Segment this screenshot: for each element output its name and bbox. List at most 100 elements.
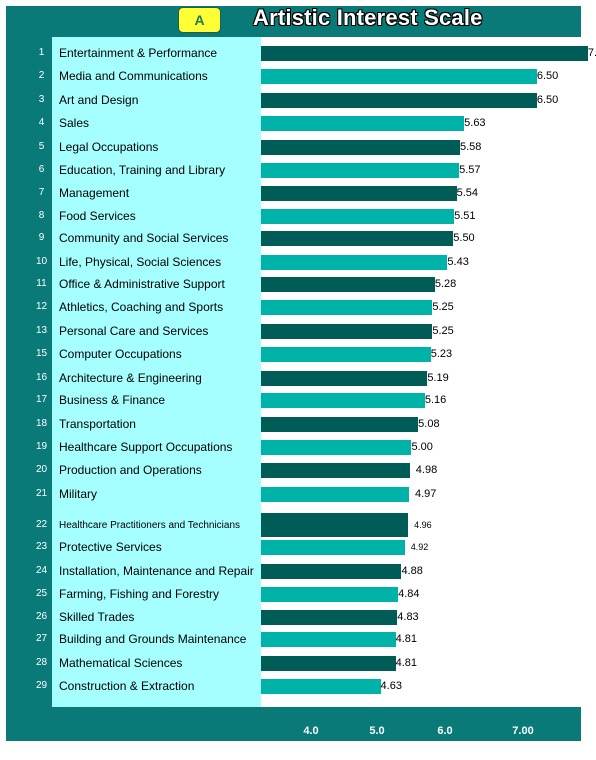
bar	[261, 139, 460, 155]
data-label: 6.50	[536, 94, 559, 106]
row-number: 4	[38, 117, 45, 128]
row-number: 19	[35, 441, 48, 452]
bar	[261, 513, 409, 537]
row-number: 13	[35, 325, 48, 336]
bar	[261, 185, 457, 201]
category-label: Computer Occupations	[59, 347, 182, 361]
category-label: Community and Social Services	[59, 231, 229, 245]
bar	[261, 230, 454, 246]
data-label: 7.11	[587, 47, 596, 59]
data-label: 4.88	[401, 565, 423, 577]
data-label: 4.97	[414, 488, 437, 500]
bar	[261, 254, 448, 270]
row-number: 28	[35, 657, 48, 668]
data-label: 5.16	[424, 394, 447, 406]
category-label: Art and Design	[59, 93, 139, 107]
category-label: Athletics, Coaching and Sports	[59, 300, 224, 314]
category-label: Entertainment & Performance	[59, 46, 218, 60]
row-number: 25	[35, 588, 48, 599]
data-label: 5.63	[464, 117, 486, 129]
bar	[261, 162, 460, 178]
bar	[261, 609, 398, 625]
row-number: 27	[35, 633, 48, 644]
data-label: 4.84	[398, 588, 420, 600]
bar	[261, 586, 399, 602]
data-label: 5.50	[453, 232, 475, 244]
category-label: Food Services	[59, 209, 136, 223]
category-label: Building and Grounds Maintenance	[59, 632, 247, 646]
data-label: 4.63	[380, 680, 402, 692]
row-number: 9	[38, 232, 45, 243]
row-number: 29	[35, 680, 48, 691]
bar	[261, 45, 588, 61]
row-number: 20	[35, 464, 48, 475]
row-number: 17	[35, 394, 48, 405]
data-label: 5.28	[434, 278, 457, 290]
category-label: Office & Administrative Support	[59, 277, 225, 291]
bar	[261, 416, 419, 432]
category-label: Legal Occupations	[59, 140, 159, 154]
bar	[261, 678, 381, 694]
bar	[261, 439, 412, 455]
category-label: Transportation	[59, 417, 136, 431]
bar	[261, 655, 396, 671]
category-label: Sales	[59, 116, 90, 130]
x-tick-label: 7.00	[512, 725, 534, 737]
data-label: 5.57	[459, 164, 481, 176]
category-label: Mathematical Sciences	[59, 656, 183, 670]
category-label: Construction & Extraction	[59, 679, 195, 693]
row-number: 7	[38, 187, 45, 198]
bar	[261, 486, 409, 502]
x-tick-label: 5.0	[369, 725, 385, 737]
row-number: 1	[38, 47, 45, 58]
chart-title: Artistic Interest Scale	[253, 5, 483, 30]
row-number: 8	[38, 210, 45, 221]
row-number: 18	[35, 418, 48, 429]
category-label: Personal Care and Services	[59, 324, 209, 338]
row-number: 12	[35, 301, 48, 312]
row-number: 3	[38, 94, 45, 105]
bar	[261, 68, 537, 84]
bar	[261, 462, 410, 478]
data-label: 6.50	[536, 70, 559, 82]
data-label: 4.83	[397, 611, 419, 623]
category-label: Healthcare Practitioners and Technicians	[59, 520, 241, 531]
data-label: 5.25	[432, 301, 454, 313]
data-label: 5.58	[459, 141, 482, 153]
data-label: 5.00	[411, 441, 433, 453]
row-number: 6	[38, 164, 45, 175]
row-number: 21	[35, 488, 48, 499]
data-label: 4.81	[395, 633, 418, 645]
category-label: Military	[59, 487, 97, 501]
category-label: Business & Finance	[59, 393, 166, 407]
row-number: 16	[35, 372, 48, 383]
category-label: Architecture & Engineering	[59, 371, 202, 385]
row-number: 5	[38, 141, 45, 152]
row-number: 23	[35, 541, 48, 552]
data-label: 4.98	[415, 464, 438, 476]
data-label: 5.54	[456, 187, 479, 199]
bar	[261, 92, 537, 108]
category-label: Installation, Maintenance and Repair	[59, 564, 254, 578]
bar	[261, 115, 465, 131]
category-label: Healthcare Support Occupations	[59, 440, 233, 454]
row-number: 11	[36, 278, 47, 289]
data-label: 5.25	[432, 325, 454, 337]
bar	[261, 539, 405, 555]
data-label: 5.19	[427, 372, 449, 384]
x-tick-label: 6.0	[437, 725, 453, 737]
category-label: Farming, Fishing and Forestry	[59, 587, 220, 601]
category-label: Management	[59, 186, 130, 200]
row-number: 24	[35, 565, 48, 576]
row-number: 10	[35, 256, 48, 267]
category-label: Media and Communications	[59, 69, 208, 83]
data-label: 5.23	[430, 348, 453, 360]
category-label: Skilled Trades	[59, 610, 135, 624]
row-number: 2	[38, 70, 45, 81]
category-label: Life, Physical, Social Sciences	[59, 255, 222, 269]
bar	[261, 276, 435, 292]
bar	[261, 392, 425, 408]
row-number: 22	[35, 519, 48, 530]
row-number: 26	[35, 611, 48, 622]
data-label: 4.96	[414, 520, 432, 530]
